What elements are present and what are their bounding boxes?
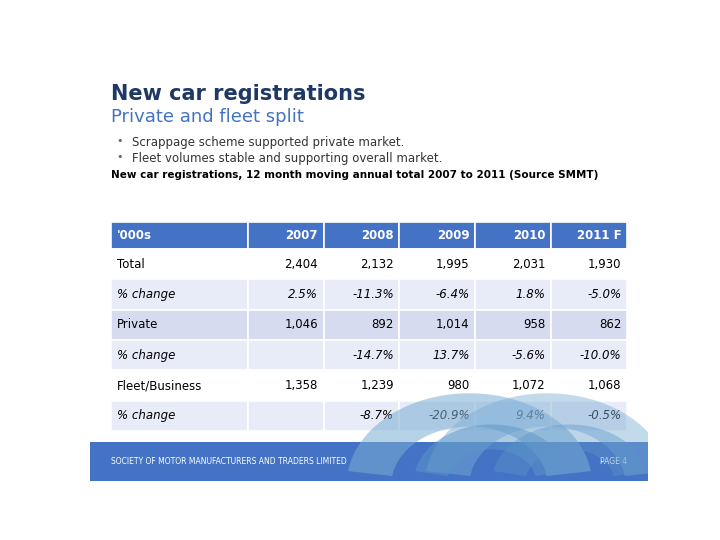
FancyBboxPatch shape: [400, 310, 475, 340]
Text: Private: Private: [117, 319, 158, 332]
Text: 2,404: 2,404: [284, 258, 318, 271]
FancyBboxPatch shape: [475, 340, 551, 370]
Text: % change: % change: [117, 409, 175, 422]
FancyBboxPatch shape: [475, 222, 551, 249]
FancyBboxPatch shape: [551, 222, 627, 249]
Text: 13.7%: 13.7%: [432, 349, 469, 362]
FancyBboxPatch shape: [111, 279, 248, 310]
FancyBboxPatch shape: [111, 249, 248, 279]
Text: •: •: [117, 152, 123, 162]
FancyBboxPatch shape: [323, 249, 400, 279]
FancyBboxPatch shape: [475, 279, 551, 310]
FancyBboxPatch shape: [323, 310, 400, 340]
Text: 2008: 2008: [361, 229, 394, 242]
FancyBboxPatch shape: [111, 401, 248, 431]
FancyBboxPatch shape: [475, 249, 551, 279]
FancyBboxPatch shape: [323, 222, 400, 249]
FancyBboxPatch shape: [111, 222, 248, 249]
FancyBboxPatch shape: [400, 249, 475, 279]
Text: % change: % change: [117, 349, 175, 362]
Text: Scrappage scheme supported private market.: Scrappage scheme supported private marke…: [132, 136, 404, 150]
FancyBboxPatch shape: [400, 370, 475, 401]
Text: 2007: 2007: [286, 229, 318, 242]
Polygon shape: [426, 393, 669, 476]
FancyBboxPatch shape: [323, 340, 400, 370]
FancyBboxPatch shape: [551, 249, 627, 279]
Text: 958: 958: [523, 319, 546, 332]
Text: Private and fleet split: Private and fleet split: [111, 109, 304, 126]
FancyBboxPatch shape: [400, 279, 475, 310]
FancyBboxPatch shape: [248, 222, 323, 249]
FancyBboxPatch shape: [400, 340, 475, 370]
Text: PAGE 4: PAGE 4: [600, 457, 627, 466]
Text: -10.0%: -10.0%: [580, 349, 621, 362]
Text: 2009: 2009: [437, 229, 469, 242]
Text: •: •: [117, 136, 123, 146]
Text: -5.0%: -5.0%: [587, 288, 621, 301]
FancyBboxPatch shape: [475, 370, 551, 401]
FancyBboxPatch shape: [323, 279, 400, 310]
FancyBboxPatch shape: [248, 401, 323, 431]
Text: 1,068: 1,068: [588, 379, 621, 392]
FancyBboxPatch shape: [551, 370, 627, 401]
Text: '000s: '000s: [117, 229, 152, 242]
FancyBboxPatch shape: [551, 401, 627, 431]
FancyBboxPatch shape: [248, 249, 323, 279]
FancyBboxPatch shape: [248, 370, 323, 401]
Text: 2010: 2010: [513, 229, 546, 242]
FancyBboxPatch shape: [551, 340, 627, 370]
Text: New car registrations: New car registrations: [111, 84, 366, 104]
Text: Total: Total: [117, 258, 145, 271]
FancyBboxPatch shape: [400, 401, 475, 431]
FancyBboxPatch shape: [323, 370, 400, 401]
Text: 862: 862: [599, 319, 621, 332]
Text: 2,031: 2,031: [512, 258, 546, 271]
Text: New car registrations, 12 month moving annual total 2007 to 2011 (Source SMMT): New car registrations, 12 month moving a…: [111, 170, 598, 180]
Text: 1.8%: 1.8%: [516, 288, 546, 301]
Text: 980: 980: [447, 379, 469, 392]
Text: 892: 892: [372, 319, 394, 332]
Text: -5.6%: -5.6%: [511, 349, 546, 362]
Text: 2.5%: 2.5%: [288, 288, 318, 301]
FancyBboxPatch shape: [90, 442, 648, 481]
Text: Fleet/Business: Fleet/Business: [117, 379, 202, 392]
Text: 1,072: 1,072: [512, 379, 546, 392]
Text: 1,014: 1,014: [436, 319, 469, 332]
FancyBboxPatch shape: [111, 370, 248, 401]
Text: -6.4%: -6.4%: [436, 288, 469, 301]
FancyBboxPatch shape: [323, 401, 400, 431]
Text: 1,995: 1,995: [436, 258, 469, 271]
FancyBboxPatch shape: [248, 340, 323, 370]
Text: SOCIETY OF MOTOR MANUFACTURERS AND TRADERS LIMITED: SOCIETY OF MOTOR MANUFACTURERS AND TRADE…: [111, 457, 347, 466]
Text: -11.3%: -11.3%: [352, 288, 394, 301]
Text: -20.9%: -20.9%: [428, 409, 469, 422]
FancyBboxPatch shape: [475, 401, 551, 431]
FancyBboxPatch shape: [248, 310, 323, 340]
FancyBboxPatch shape: [400, 222, 475, 249]
Text: -0.5%: -0.5%: [587, 409, 621, 422]
Text: -14.7%: -14.7%: [352, 349, 394, 362]
FancyBboxPatch shape: [551, 310, 627, 340]
Text: 1,239: 1,239: [360, 379, 394, 392]
Polygon shape: [415, 424, 568, 476]
FancyBboxPatch shape: [111, 340, 248, 370]
Text: 1,046: 1,046: [284, 319, 318, 332]
Text: -8.7%: -8.7%: [360, 409, 394, 422]
Text: 1,930: 1,930: [588, 258, 621, 271]
Text: % change: % change: [117, 288, 175, 301]
Polygon shape: [348, 393, 591, 476]
Text: 1,358: 1,358: [284, 379, 318, 392]
Polygon shape: [493, 424, 647, 476]
FancyBboxPatch shape: [248, 279, 323, 310]
Text: 2011 F: 2011 F: [577, 229, 621, 242]
FancyBboxPatch shape: [551, 279, 627, 310]
FancyBboxPatch shape: [111, 310, 248, 340]
FancyBboxPatch shape: [475, 310, 551, 340]
Text: Fleet volumes stable and supporting overall market.: Fleet volumes stable and supporting over…: [132, 152, 442, 165]
Text: 2,132: 2,132: [360, 258, 394, 271]
Text: 9.4%: 9.4%: [516, 409, 546, 422]
